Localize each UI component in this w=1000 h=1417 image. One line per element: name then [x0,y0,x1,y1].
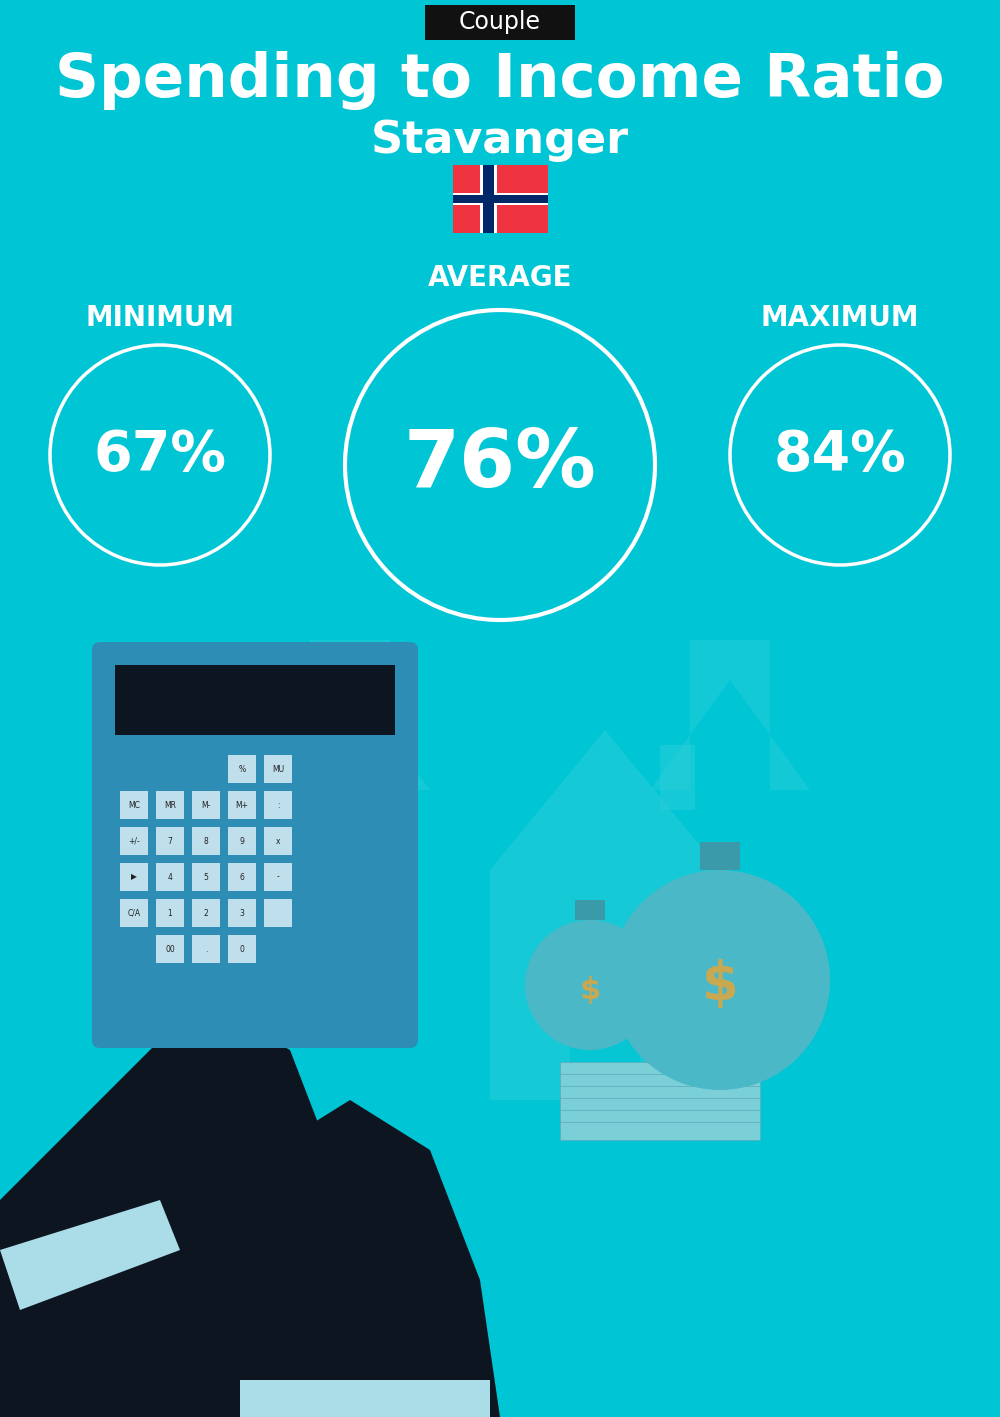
Text: 84%: 84% [774,428,906,482]
Bar [264,828,292,854]
Bar [192,935,220,964]
Bar [120,828,148,854]
Text: 6: 6 [240,873,244,881]
Bar [156,828,184,854]
Text: C/A: C/A [127,908,141,917]
Polygon shape [220,1100,500,1417]
Bar [120,898,148,927]
Text: ▶: ▶ [131,873,137,881]
Bar [100,650,410,1040]
Bar [120,863,148,891]
Text: 8: 8 [204,836,208,846]
Bar [560,1122,760,1141]
FancyBboxPatch shape [425,6,575,40]
Bar [228,898,256,927]
Bar [575,900,605,920]
Bar [156,898,184,927]
Bar [452,193,548,205]
Bar [452,196,548,203]
Bar [264,755,292,784]
Text: MC: MC [128,801,140,809]
Bar [480,164,497,232]
Bar [490,870,720,1100]
Bar [228,791,256,819]
Bar [264,791,292,819]
Text: Couple: Couple [459,10,541,34]
Text: :: : [277,801,279,809]
Bar [264,863,292,891]
Polygon shape [0,1000,340,1417]
Bar [700,842,740,870]
Bar [560,1110,760,1128]
Bar [156,935,184,964]
Text: $: $ [702,959,738,1010]
Bar [192,791,220,819]
Bar [115,665,395,735]
Circle shape [525,920,655,1050]
Bar [452,164,548,232]
Text: MINIMUM: MINIMUM [86,305,234,332]
Bar [228,863,256,891]
FancyBboxPatch shape [92,642,418,1049]
Bar [228,935,256,964]
Polygon shape [240,1380,490,1417]
Bar [120,791,148,819]
Text: MU: MU [272,765,284,774]
Text: +/-: +/- [128,836,140,846]
Bar [156,791,184,819]
Bar [228,828,256,854]
Text: x: x [276,836,280,846]
Bar [570,981,640,1100]
Text: .: . [205,945,207,954]
Bar [192,863,220,891]
Polygon shape [650,640,810,791]
Text: 76%: 76% [404,427,596,504]
Bar [560,1074,760,1093]
Text: M+: M+ [236,801,248,809]
Bar [156,863,184,891]
Bar [192,828,220,854]
Polygon shape [490,730,720,870]
Text: 5: 5 [204,873,208,881]
Text: 67%: 67% [94,428,226,482]
Text: 3: 3 [240,908,244,917]
Bar [264,898,292,927]
Text: AVERAGE: AVERAGE [428,264,572,292]
Text: M-: M- [201,801,211,809]
Polygon shape [0,1200,180,1309]
Bar [192,898,220,927]
Text: 4: 4 [168,873,172,881]
Text: $: $ [579,975,601,1005]
Text: MAXIMUM: MAXIMUM [761,305,919,332]
Circle shape [610,870,830,1090]
Bar [560,1085,760,1104]
Bar [560,1098,760,1117]
Text: -: - [277,873,279,881]
Text: %: % [238,765,246,774]
Text: 1: 1 [168,908,172,917]
Text: 00: 00 [165,945,175,954]
Text: 2: 2 [204,908,208,917]
Text: MR: MR [164,801,176,809]
Text: Spending to Income Ratio: Spending to Income Ratio [55,51,945,109]
Bar [560,1061,760,1080]
Bar [228,755,256,784]
Text: 9: 9 [240,836,244,846]
Bar [660,745,695,811]
Text: 7: 7 [168,836,172,846]
Bar [483,164,494,232]
Polygon shape [270,640,430,791]
Text: Stavanger: Stavanger [371,119,629,162]
Text: 0: 0 [240,945,244,954]
